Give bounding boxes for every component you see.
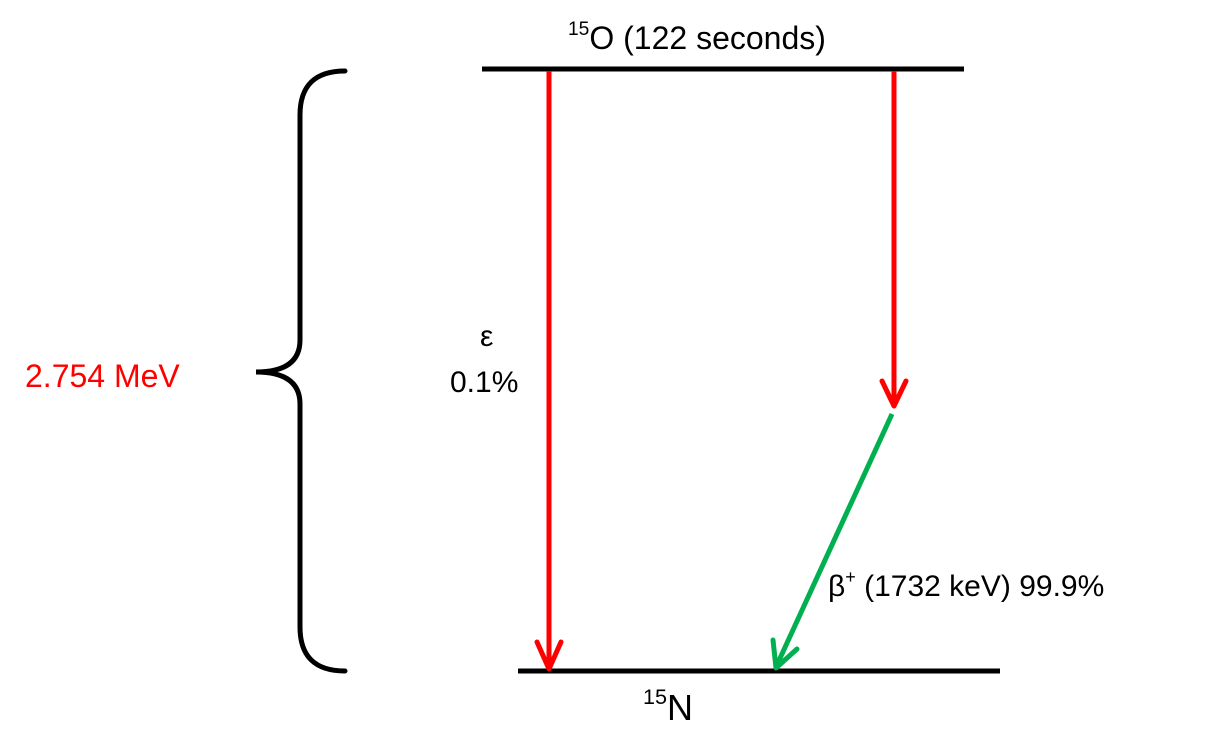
daughter-mass-number: 15: [643, 683, 668, 709]
beta-symbol: β: [828, 570, 846, 603]
parent-nuclide-label: 15O (122 seconds): [568, 18, 826, 56]
decay-energy-label: 2.754 MeV: [25, 358, 180, 394]
beta-plus-arrow-upper: [879, 71, 909, 409]
beta-plus-arrow-lower: [770, 412, 895, 671]
beta-charge: +: [845, 566, 856, 587]
parent-halflife: (122 seconds): [614, 20, 826, 56]
parent-mass-number: 15: [568, 18, 590, 40]
energy-brace: [255, 68, 348, 674]
parent-symbol: O: [589, 20, 615, 56]
ec-branch-percent: 0.1%: [450, 366, 519, 399]
daughter-nuclide-label: 15N: [643, 686, 694, 728]
beta-detail: (1732 keV) 99.9%: [855, 570, 1105, 603]
beta-plus-label: β+ (1732 keV) 99.9%: [828, 568, 1105, 603]
ec-symbol: ε: [480, 320, 494, 353]
daughter-symbol: N: [667, 687, 694, 728]
ec-arrow: [534, 71, 564, 672]
